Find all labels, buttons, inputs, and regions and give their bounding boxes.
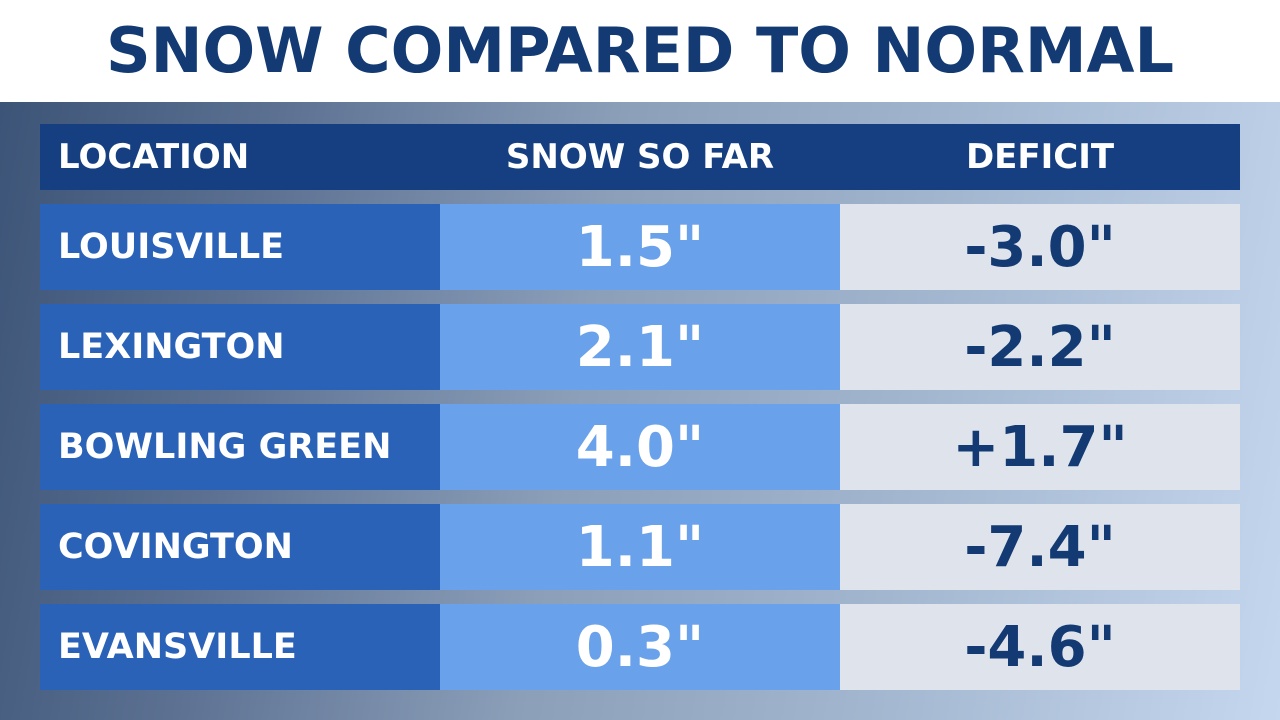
snow-cell: 1.1" [440, 504, 840, 590]
table-row: BOWLING GREEN 4.0" +1.7" [40, 404, 1240, 490]
location-cell: EVANSVILLE [40, 604, 440, 690]
location-cell: BOWLING GREEN [40, 404, 440, 490]
title-bar: SNOW COMPARED TO NORMAL [0, 0, 1280, 102]
table-header: LOCATION SNOW SO FAR DEFICIT [40, 124, 1240, 190]
location-cell: COVINGTON [40, 504, 440, 590]
deficit-cell: -7.4" [840, 504, 1240, 590]
header-snow-so-far: SNOW SO FAR [505, 137, 775, 177]
snow-cell: 4.0" [440, 404, 840, 490]
location-cell: LEXINGTON [40, 304, 440, 390]
snow-cell: 2.1" [440, 304, 840, 390]
deficit-cell: -3.0" [840, 204, 1240, 290]
snow-cell: 1.5" [440, 204, 840, 290]
deficit-cell: -2.2" [840, 304, 1240, 390]
page-title: SNOW COMPARED TO NORMAL [105, 14, 1175, 87]
deficit-cell: +1.7" [840, 404, 1240, 490]
table-row: EVANSVILLE 0.3" -4.6" [40, 604, 1240, 690]
table-row: COVINGTON 1.1" -7.4" [40, 504, 1240, 590]
location-cell: LOUISVILLE [40, 204, 440, 290]
header-deficit: DEFICIT [965, 137, 1115, 177]
header-location: LOCATION [58, 137, 250, 177]
table-row: LEXINGTON 2.1" -2.2" [40, 304, 1240, 390]
snow-cell: 0.3" [440, 604, 840, 690]
table-row: LOUISVILLE 1.5" -3.0" [40, 204, 1240, 290]
deficit-cell: -4.6" [840, 604, 1240, 690]
